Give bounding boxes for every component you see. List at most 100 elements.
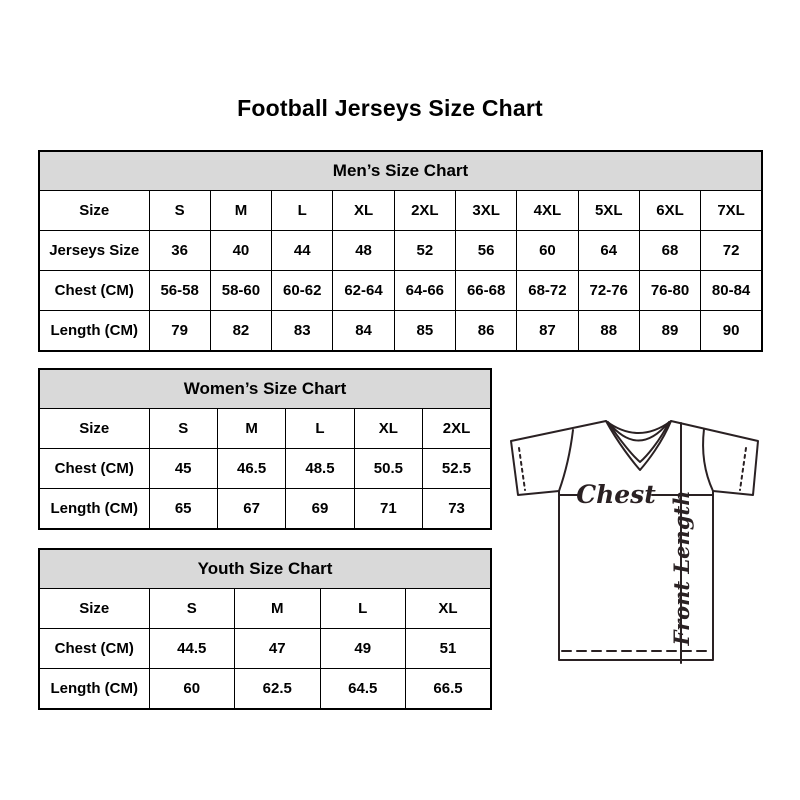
womens-row-label: Length (CM) (38, 488, 150, 530)
mens-row-3: Length (CM) 79 82 83 84 85 86 87 88 89 90 (38, 310, 763, 352)
chest-label: Chest (576, 480, 656, 509)
womens-row-label: Size (38, 408, 150, 449)
mens-row-label: Jerseys Size (38, 230, 150, 271)
womens-cell: 48.5 (285, 448, 355, 489)
youth-cell: M (234, 588, 321, 629)
mens-cell: 40 (209, 230, 273, 271)
womens-row-label: Chest (CM) (38, 448, 150, 489)
youth-row-label: Chest (CM) (38, 628, 150, 669)
mens-cell: M (209, 190, 273, 231)
jersey-left-cuff-dashes (518, 447, 526, 491)
mens-row-1: Jerseys Size 36 40 44 48 52 56 60 64 68 72 (38, 230, 763, 271)
mens-cell: 60-62 (271, 270, 334, 311)
youth-row-1: Chest (CM) 44.5 47 49 51 (38, 628, 492, 669)
mens-cell: 36 (148, 230, 211, 271)
youth-cell: 60 (148, 668, 235, 710)
mens-cell: 64-66 (393, 270, 456, 311)
womens-cell: 73 (422, 488, 492, 530)
mens-cell: 60 (516, 230, 579, 271)
jersey-vneck-trim (607, 421, 670, 463)
youth-cell: 66.5 (405, 668, 492, 710)
jersey-right-cuff-dashes (739, 447, 747, 491)
mens-row-label: Chest (CM) (38, 270, 150, 311)
jersey-outline (510, 420, 759, 661)
mens-row-label: Length (CM) (38, 310, 150, 352)
mens-cell: L (271, 190, 334, 231)
mens-cell: 80-84 (700, 270, 763, 311)
mens-cell: 79 (148, 310, 211, 352)
mens-cell: 72 (700, 230, 763, 271)
mens-cell: 84 (332, 310, 395, 352)
womens-cell: 69 (285, 488, 355, 530)
youth-cell: 51 (405, 628, 492, 669)
mens-cell: 44 (271, 230, 334, 271)
youth-header-row: Youth Size Chart (38, 548, 492, 589)
mens-cell: 7XL (700, 190, 763, 231)
youth-size-table: Youth Size Chart Size S M L XL Chest (CM) 44.5 4… (38, 548, 492, 710)
mens-cell: 85 (393, 310, 456, 352)
womens-section-title: Women’s Size Chart (38, 368, 492, 409)
womens-cell: XL (353, 408, 424, 449)
mens-cell: 58-60 (209, 270, 273, 311)
jersey-diagram-svg: Chest Front Length (510, 420, 759, 664)
mens-cell: 86 (454, 310, 518, 352)
womens-cell: L (285, 408, 355, 449)
youth-cell: 47 (234, 628, 321, 669)
womens-size-table: Women’s Size Chart Size S M L XL 2XL Chest (CM)… (38, 368, 492, 530)
youth-cell: L (319, 588, 406, 629)
mens-size-table: Men’s Size Chart Size S M L XL 2XL 3XL 4XL 5XL 6XL… (38, 150, 763, 352)
youth-cell: S (148, 588, 235, 629)
youth-row-label: Size (38, 588, 150, 629)
mens-cell: 76-80 (638, 270, 702, 311)
jersey-collar-arc-inner (608, 422, 669, 442)
mens-row-2: Chest (CM) 56-58 58-60 60-62 62-64 64-66 66-68… (38, 270, 763, 311)
mens-cell: 62-64 (332, 270, 395, 311)
womens-header-row: Women’s Size Chart (38, 368, 492, 409)
womens-cell: 52.5 (422, 448, 492, 489)
youth-cell: 49 (319, 628, 406, 669)
mens-cell: 68-72 (516, 270, 579, 311)
mens-cell: 6XL (638, 190, 702, 231)
mens-cell: 52 (393, 230, 456, 271)
mens-cell: 66-68 (454, 270, 518, 311)
womens-cell: 65 (148, 488, 218, 530)
youth-row-0: Size S M L XL (38, 588, 492, 629)
womens-cell: M (216, 408, 287, 449)
mens-section-title: Men’s Size Chart (38, 150, 763, 191)
youth-section-title: Youth Size Chart (38, 548, 492, 589)
mens-cell: 72-76 (577, 270, 640, 311)
youth-cell: 64.5 (319, 668, 406, 710)
mens-cell: 2XL (393, 190, 456, 231)
womens-row-2: Length (CM) 65 67 69 71 73 (38, 488, 492, 530)
youth-cell: 44.5 (148, 628, 235, 669)
mens-cell: 56 (454, 230, 518, 271)
front-length-label: Front Length (669, 491, 694, 647)
youth-cell: XL (405, 588, 492, 629)
womens-cell: 46.5 (216, 448, 287, 489)
youth-row-label: Length (CM) (38, 668, 150, 710)
womens-row-0: Size S M L XL 2XL (38, 408, 492, 449)
mens-cell: 88 (577, 310, 640, 352)
mens-cell: 4XL (516, 190, 579, 231)
page-title: Football Jerseys Size Chart (237, 95, 543, 121)
youth-row-2: Length (CM) 60 62.5 64.5 66.5 (38, 668, 492, 710)
mens-cell: 5XL (577, 190, 640, 231)
mens-cell: 87 (516, 310, 579, 352)
youth-cell: 62.5 (234, 668, 321, 710)
womens-row-1: Chest (CM) 45 46.5 48.5 50.5 52.5 (38, 448, 492, 489)
jersey-measurement-diagram: Chest Front Length (503, 413, 767, 673)
mens-cell: XL (332, 190, 395, 231)
mens-cell: 56-58 (148, 270, 211, 311)
mens-cell: 68 (638, 230, 702, 271)
mens-cell: 90 (700, 310, 763, 352)
mens-row-0: Size S M L XL 2XL 3XL 4XL 5XL 6XL 7XL (38, 190, 763, 231)
mens-cell: 89 (638, 310, 702, 352)
mens-cell: 64 (577, 230, 640, 271)
womens-cell: 2XL (422, 408, 492, 449)
womens-cell: 45 (148, 448, 218, 489)
mens-cell: S (148, 190, 211, 231)
womens-cell: 67 (216, 488, 287, 530)
jersey-left-seam (558, 429, 574, 492)
jersey-right-seam (702, 428, 714, 492)
